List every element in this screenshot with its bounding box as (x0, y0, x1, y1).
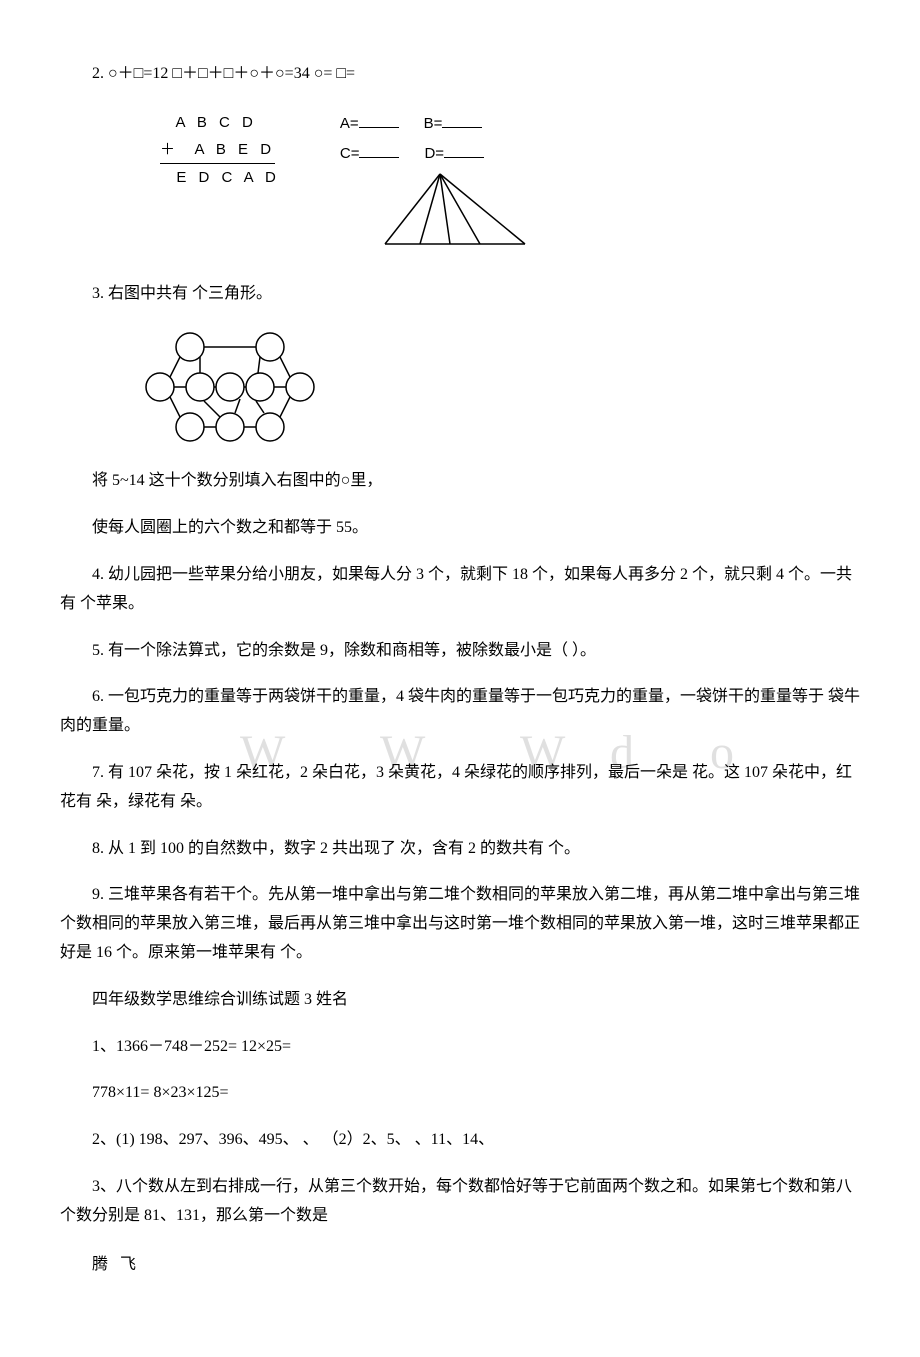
section-q1a: 1、1366－748－252= 12×25= (60, 1033, 860, 1062)
arith-row-3: E D C A D (160, 164, 280, 191)
blank-d (444, 157, 484, 158)
question-9: 9. 三堆苹果各有若干个。先从第一堆中拿出与第二堆个数相同的苹果放入第二堆，再从… (60, 881, 860, 967)
question-4: 4. 幼儿园把一些苹果分给小朋友，如果每人分 3 个，就剩下 18 个，如果每人… (60, 561, 860, 619)
label-d: D= (424, 145, 444, 162)
section-q3: 3、八个数从左到右排成一行，从第三个数开始，每个数都恰好等于它前面两个数之和。如… (60, 1173, 860, 1231)
question-3-sub2: 使每人圆圈上的六个数之和都等于 55。 (60, 514, 860, 543)
label-b: B= (424, 115, 443, 132)
arith-row-2: ＋ A B E D (160, 136, 280, 164)
question-7: 7. 有 107 朵花，按 1 朵红花，2 朵白花，3 朵黄花，4 朵绿花的顺序… (60, 759, 860, 817)
blank-b (442, 127, 482, 128)
triangle-figure (380, 169, 530, 260)
question-3-sub1: 将 5~14 这十个数分别填入右图中的○里， (60, 467, 860, 496)
arithmetic-answers: A= B= C= D= (340, 109, 530, 260)
circles-figure (140, 327, 860, 458)
question-5: 5. 有一个除法算式，它的余数是 9，除数和商相等，被除数最小是（ ）。 (60, 637, 860, 666)
question-8: 8. 从 1 到 100 的自然数中，数字 2 共出现了 次，含有 2 的数共有… (60, 835, 860, 864)
blank-a (359, 127, 399, 128)
section-q1b: 778×11= 8×23×125= (60, 1079, 860, 1108)
label-a: A= (340, 115, 359, 132)
question-6: 6. 一包巧克力的重量等于两袋饼干的重量，4 袋牛肉的重量等于一包巧克力的重量，… (60, 683, 860, 741)
footer-text: 腾 飞 (60, 1251, 860, 1280)
question-3: 3. 右图中共有 个三角形。 (60, 280, 860, 309)
question-2-equation: 2. ○＋□=12 □＋□＋□＋○＋○=34 ○= □= (60, 60, 860, 89)
section-3-title: 四年级数学思维综合训练试题 3 姓名 (60, 986, 860, 1015)
section-q2: 2、(1) 198、297、396、495、 、 （2）2、5、 、11、14、 (60, 1126, 860, 1155)
arith-row-1: A B C D (160, 109, 280, 136)
blank-c (359, 157, 399, 158)
arithmetic-block: A B C D ＋ A B E D E D C A D A= B= C= D= (160, 109, 860, 260)
label-c: C= (340, 145, 360, 162)
arithmetic-addition: A B C D ＋ A B E D E D C A D (160, 109, 280, 191)
